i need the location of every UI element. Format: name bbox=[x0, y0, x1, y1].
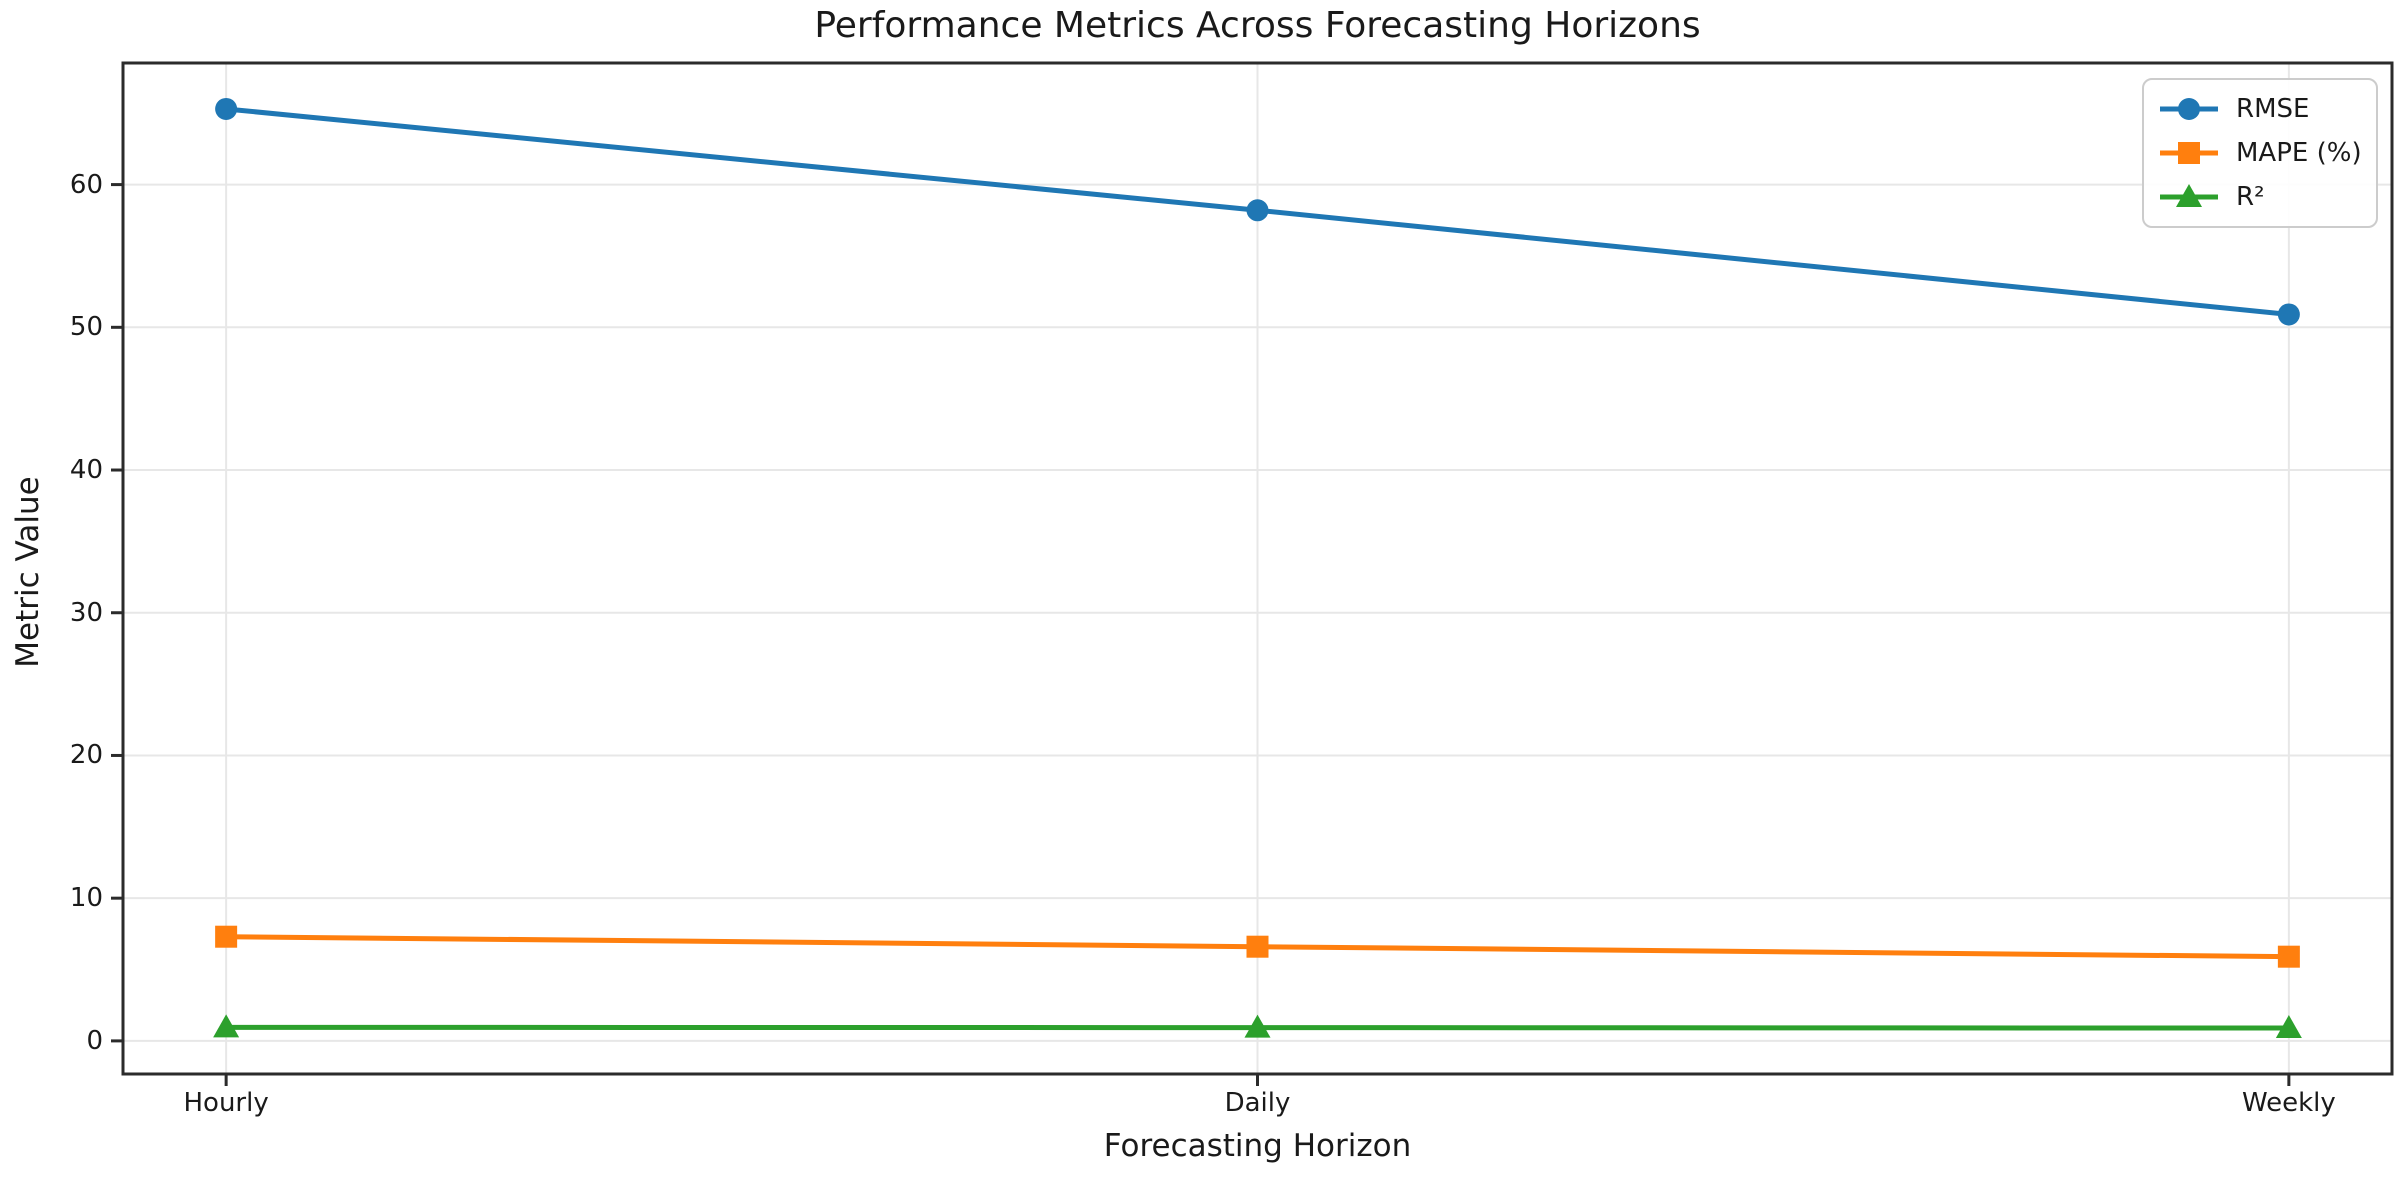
x-tick-label: Weekly bbox=[2241, 1088, 2336, 1118]
chart-title: Performance Metrics Across Forecasting H… bbox=[814, 5, 1701, 46]
legend-label: R² bbox=[2236, 182, 2265, 212]
legend: RMSE MAPE (%) R² bbox=[2142, 78, 2378, 228]
circle-marker-sample-icon bbox=[2160, 98, 2218, 120]
plot-spines bbox=[121, 61, 2394, 1076]
legend-item: R² bbox=[2158, 176, 2362, 218]
x-axis-label: Forecasting Horizon bbox=[1103, 1128, 1412, 1164]
y-tick-label: 0 bbox=[86, 1025, 103, 1056]
legend-label: RMSE bbox=[2236, 94, 2310, 124]
series-marker-MAPE (%) bbox=[1246, 935, 1269, 958]
legend-item: MAPE (%) bbox=[2158, 132, 2362, 174]
x-tick-label: Daily bbox=[1224, 1088, 1291, 1118]
series-marker-R² bbox=[213, 1014, 240, 1038]
y-tick-label: 60 bbox=[69, 169, 103, 200]
series-marker-MAPE (%) bbox=[2277, 945, 2300, 968]
y-tick-label: 50 bbox=[69, 312, 103, 343]
y-tick-label: 10 bbox=[69, 883, 103, 914]
series-marker-R² bbox=[2275, 1015, 2302, 1039]
series-marker-RMSE bbox=[2277, 303, 2300, 326]
legend-item: RMSE bbox=[2158, 88, 2362, 130]
y-tick-label: 20 bbox=[69, 740, 103, 771]
series-marker-RMSE bbox=[1246, 199, 1269, 222]
series-marker-MAPE (%) bbox=[215, 925, 238, 948]
y-axis-label: Metric Value bbox=[10, 476, 46, 668]
square-marker-sample-icon bbox=[2160, 142, 2218, 164]
y-tick-label: 30 bbox=[69, 597, 103, 628]
y-tick-label: 40 bbox=[69, 455, 103, 486]
legend-label: MAPE (%) bbox=[2236, 138, 2362, 168]
x-tick-label: Hourly bbox=[183, 1088, 269, 1118]
triangle-marker-sample-icon bbox=[2160, 184, 2218, 207]
series-marker-R² bbox=[1244, 1014, 1271, 1038]
series-marker-RMSE bbox=[215, 97, 238, 120]
